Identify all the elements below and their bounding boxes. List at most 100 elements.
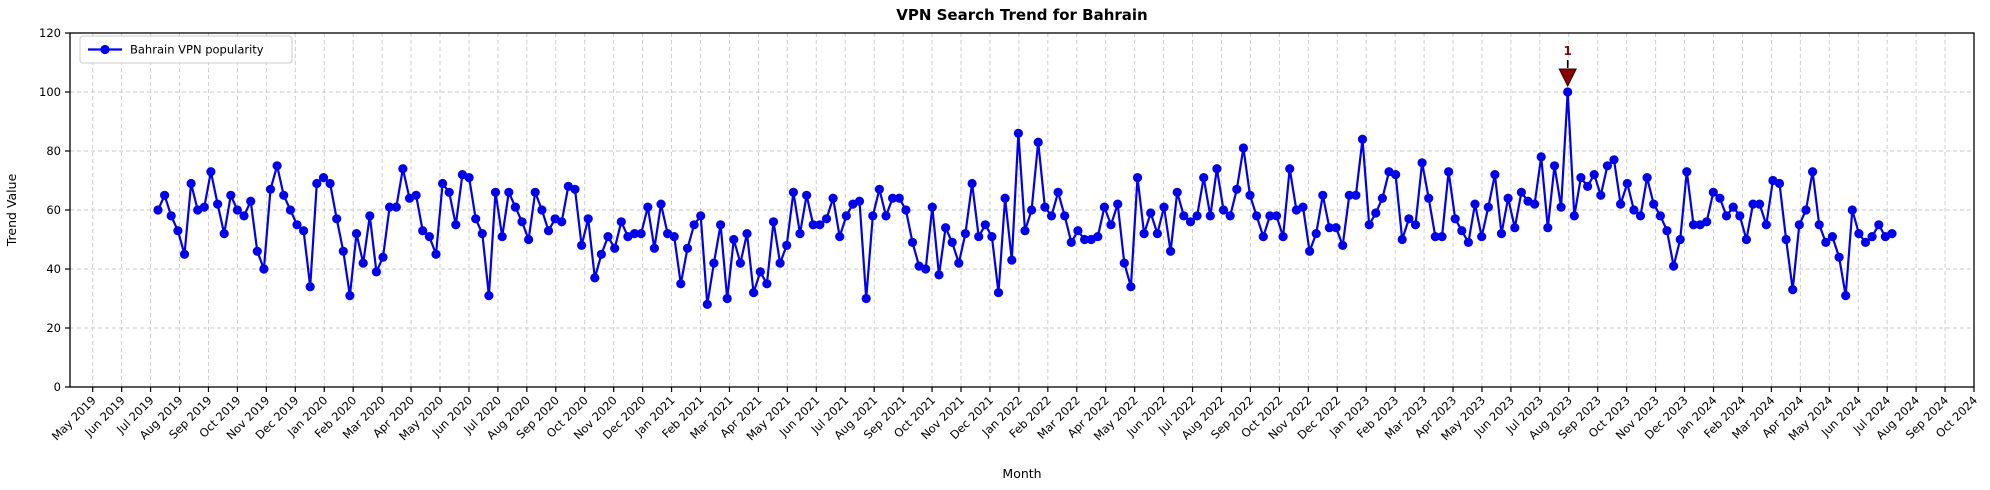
- data-point: [166, 211, 176, 221]
- data-point: [477, 229, 487, 239]
- data-point: [1205, 211, 1215, 221]
- data-point: [1080, 234, 1090, 245]
- data-point: [1146, 208, 1156, 218]
- data-point: [1126, 282, 1136, 292]
- data-point: [1020, 226, 1030, 236]
- data-point: [828, 193, 838, 203]
- data-point: [716, 220, 726, 230]
- legend-marker-icon: [100, 44, 110, 55]
- data-point: [1113, 199, 1123, 209]
- data-point: [676, 279, 686, 289]
- data-point: [517, 217, 527, 227]
- data-point: [1166, 246, 1176, 256]
- data-point: [1027, 205, 1037, 215]
- legend-box: [79, 35, 293, 64]
- data-point: [186, 178, 196, 189]
- data-series-layer: [153, 87, 1897, 309]
- data-point: [1801, 205, 1811, 215]
- x-axis-label: Month: [1002, 466, 1041, 481]
- data-point: [1007, 255, 1017, 265]
- data-point: [1688, 220, 1699, 230]
- data-point: [1305, 246, 1315, 256]
- data-point: [1860, 237, 1871, 247]
- data-point: [510, 202, 520, 212]
- data-point: [1761, 220, 1771, 230]
- data-point: [788, 187, 799, 197]
- data-point: [385, 202, 395, 212]
- data-point: [881, 211, 891, 221]
- data-point: [1808, 167, 1818, 177]
- data-point: [1662, 226, 1672, 236]
- data-point: [934, 270, 944, 280]
- data-point: [1496, 229, 1507, 239]
- y-tick-label: 60: [46, 203, 61, 217]
- y-tick-label: 40: [46, 262, 61, 276]
- data-point: [1199, 173, 1209, 183]
- data-point: [1635, 211, 1646, 221]
- data-point: [610, 243, 620, 253]
- data-point: [696, 211, 706, 221]
- data-point: [345, 291, 355, 301]
- data-point: [312, 178, 322, 189]
- data-point: [590, 273, 600, 283]
- data-point: [1404, 214, 1414, 224]
- data-point: [471, 214, 481, 224]
- data-point: [1252, 211, 1262, 221]
- data-point: [252, 246, 262, 256]
- data-point: [299, 226, 309, 236]
- data-point: [1483, 202, 1493, 212]
- data-point: [1642, 173, 1652, 183]
- data-point: [1391, 170, 1401, 180]
- y-tick-label: 0: [54, 380, 61, 394]
- data-point: [1563, 87, 1573, 97]
- data-point: [1040, 202, 1050, 212]
- data-point: [1364, 220, 1374, 230]
- data-point: [1437, 232, 1447, 242]
- data-point: [504, 187, 514, 197]
- data-point: [259, 264, 269, 274]
- data-point: [596, 249, 607, 259]
- data-point: [464, 173, 474, 183]
- data-point: [1463, 237, 1473, 247]
- data-point: [795, 229, 805, 239]
- data-point: [1589, 170, 1599, 180]
- data-point: [702, 299, 712, 309]
- data-point: [854, 196, 865, 206]
- data-point: [424, 232, 434, 242]
- data-point: [1106, 220, 1116, 230]
- data-point: [1576, 173, 1586, 183]
- data-point: [1774, 178, 1785, 189]
- data-point: [1238, 143, 1248, 153]
- data-point: [378, 252, 388, 262]
- data-point: [1821, 237, 1831, 247]
- data-point: [1093, 232, 1103, 242]
- data-point: [1344, 190, 1354, 200]
- data-point: [861, 293, 871, 304]
- data-point: [160, 190, 170, 200]
- data-point: [239, 211, 249, 221]
- data-point: [768, 217, 779, 227]
- data-point: [643, 202, 653, 212]
- data-point: [1000, 193, 1010, 203]
- data-point: [1060, 211, 1070, 221]
- data-point: [583, 214, 593, 224]
- data-point: [1874, 220, 1884, 230]
- data-point: [1887, 229, 1897, 239]
- data-point: [1179, 211, 1189, 221]
- data-point: [206, 167, 216, 177]
- data-point: [1410, 220, 1421, 230]
- data-point: [292, 220, 302, 230]
- data-point: [1119, 258, 1129, 268]
- data-point: [1616, 199, 1626, 209]
- data-point: [1867, 232, 1877, 242]
- data-point: [921, 264, 931, 274]
- data-point: [927, 202, 937, 212]
- data-point: [689, 220, 699, 230]
- data-point: [1212, 164, 1222, 174]
- data-point: [1569, 211, 1579, 221]
- data-point: [577, 240, 587, 250]
- data-point: [1311, 229, 1321, 239]
- data-point: [1596, 190, 1606, 200]
- data-point: [1185, 217, 1196, 227]
